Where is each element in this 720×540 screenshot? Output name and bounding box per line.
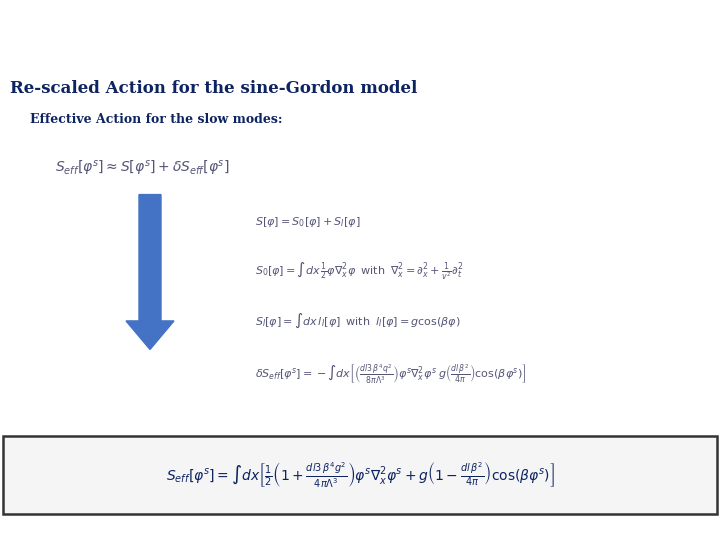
Text: $S[\varphi] = S_0[\varphi] + S_I[\varphi]$: $S[\varphi] = S_0[\varphi] + S_I[\varphi… (255, 215, 361, 229)
Text: $\delta S_{eff}[\varphi^s] = -\int dx \left[\left(\frac{dl3\,\beta^4 q^2}{8\pi\L: $\delta S_{eff}[\varphi^s] = -\int dx \l… (255, 363, 526, 386)
Text: Re-scaled Action for the sine-Gordon model: Re-scaled Action for the sine-Gordon mod… (10, 80, 418, 97)
FancyBboxPatch shape (3, 436, 717, 514)
FancyArrow shape (126, 194, 174, 349)
Text: $S_{eff}[\varphi^s] = \int dx \left[\frac{1}{2}\left(1 + \frac{dl3\,\beta^4 g^2}: $S_{eff}[\varphi^s] = \int dx \left[\fra… (166, 460, 554, 489)
Text: Effective Action for the slow modes:: Effective Action for the slow modes: (30, 113, 282, 126)
Text: Sine-Gordon Model: Sine-Gordon Model (9, 27, 220, 45)
Text: $S_{eff}[\varphi^s] \approx S[\varphi^s] + \delta S_{eff}[\varphi^s]$: $S_{eff}[\varphi^s] \approx S[\varphi^s]… (55, 159, 230, 178)
Text: $S_0[\varphi] = \int dx\,\frac{1}{2}\varphi\nabla_x^2\varphi \;\; \mathrm{with} : $S_0[\varphi] = \int dx\,\frac{1}{2}\var… (255, 261, 464, 282)
Text: $S_I[\varphi] = \int dx\, l_I[\varphi] \;\; \mathrm{with} \;\; l_I[\varphi] = g\: $S_I[\varphi] = \int dx\, l_I[\varphi] \… (255, 312, 461, 330)
